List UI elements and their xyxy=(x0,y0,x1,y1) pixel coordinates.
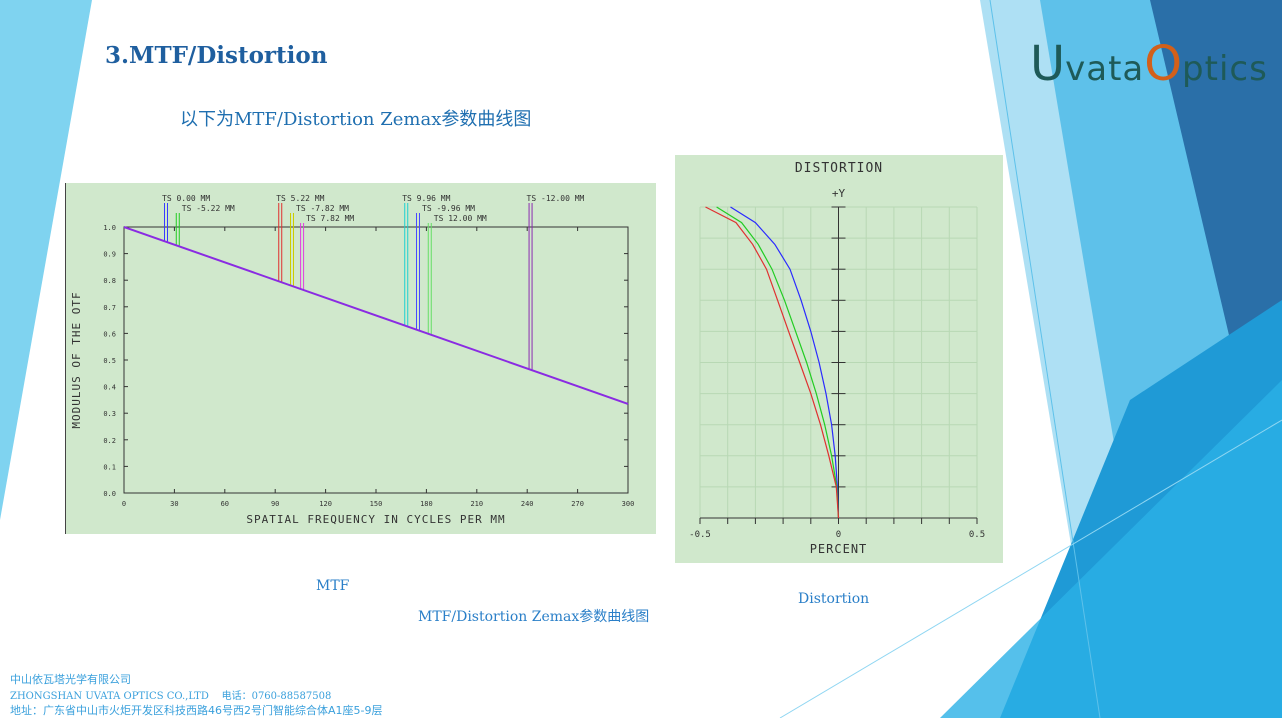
mtf-x-tick-label: 30 xyxy=(170,500,178,508)
distortion-chart: DISTORTION +Y -0.5 0 0.5 PERCENT xyxy=(689,161,985,556)
mtf-x-tick-label: 210 xyxy=(470,500,483,508)
logo-initial-u: U xyxy=(1030,36,1066,92)
distortion-x-axis-label: PERCENT xyxy=(810,542,868,556)
mtf-field-marker-label: TS -12.00 MM xyxy=(527,194,585,203)
footer-address: 地址：广东省中山市火炬开发区科技西路46号西2号门智能综合体A1座5-9层 xyxy=(10,704,383,717)
mtf-field-marker-label: TS 9.96 MM xyxy=(402,194,450,203)
mtf-plot-frame xyxy=(123,226,629,494)
mtf-chart: 0 30 60 90 120 150 180 210 240 270 300 0.0 0.1 0.2 0.3… xyxy=(70,194,635,526)
mtf-field-marker-label: TS -7.82 MM xyxy=(296,204,349,213)
mtf-x-tick-label: 90 xyxy=(271,500,279,508)
mtf-x-tick-label: 180 xyxy=(420,500,433,508)
bottom-accent-shape xyxy=(940,380,1282,718)
mtf-x-tick-label: 270 xyxy=(571,500,584,508)
distortion-x-tick-label: -0.5 xyxy=(689,530,711,540)
mtf-y-tick-label: 0.2 xyxy=(103,437,116,445)
mtf-y-tick-label: 0.9 xyxy=(103,251,116,259)
logo-text-ptics: ptics xyxy=(1182,49,1268,89)
footer-company-cn: 中山依瓦塔光学有限公司 xyxy=(10,673,131,686)
mtf-x-tick-label: 150 xyxy=(370,500,383,508)
mtf-field-marker-label: TS 5.22 MM xyxy=(276,194,324,203)
mtf-x-axis-label: SPATIAL FREQUENCY IN CYCLES PER MM xyxy=(246,513,505,526)
mtf-y-tick-label: 0.3 xyxy=(103,410,116,418)
mtf-y-tick-label: 0.0 xyxy=(103,490,116,498)
distortion-series-line xyxy=(730,206,840,519)
mtf-field-marker-label: TS -5.22 MM xyxy=(182,204,235,213)
mtf-y-tick-label: 1.0 xyxy=(103,224,116,232)
footer-company-en-phone: ZHONGSHAN UVATA OPTICS CO.,LTD 电话：0760-8… xyxy=(10,687,331,702)
distortion-caption: Distortion xyxy=(798,591,870,607)
mtf-y-tick-label: 0.5 xyxy=(103,357,116,365)
mtf-series-line xyxy=(123,226,629,405)
page-subtitle: 以下为MTF/Distortion Zemax参数曲线图 xyxy=(180,109,532,130)
mtf-x-tick-label: 240 xyxy=(521,500,534,508)
distortion-x-tick-label: 0.5 xyxy=(969,530,985,540)
logo-text-vata: vata xyxy=(1065,49,1145,89)
distortion-series-line xyxy=(716,206,840,519)
mtf-x-tick-label: 300 xyxy=(622,500,635,508)
mtf-y-tick-label: 0.4 xyxy=(103,384,116,392)
footer-phone: 电话：0760-88587508 xyxy=(221,691,332,702)
mtf-y-tick-label: 0.7 xyxy=(103,304,116,312)
mtf-y-tick-label: 0.6 xyxy=(103,330,116,338)
distortion-y-axis-label: +Y xyxy=(832,187,846,200)
mtf-x-tick-label: 60 xyxy=(221,500,229,508)
page-title: 3.MTF/Distortion xyxy=(105,42,328,69)
distortion-chart-panel: DISTORTION +Y -0.5 0 0.5 PERCENT xyxy=(675,155,1003,563)
mtf-y-tick-label: 0.1 xyxy=(103,463,116,471)
distortion-title: DISTORTION xyxy=(795,161,883,176)
mtf-y-axis-label: MODULUS OF THE OTF xyxy=(70,291,83,428)
mtf-caption: MTF xyxy=(316,578,350,594)
footer-company-en: ZHONGSHAN UVATA OPTICS CO.,LTD xyxy=(10,691,209,702)
mtf-x-tick-label: 120 xyxy=(319,500,332,508)
figure-caption: MTF/Distortion Zemax参数曲线图 xyxy=(418,609,650,625)
mtf-field-marker-label: TS -9.96 MM xyxy=(422,204,475,213)
company-logo: UvataOptics xyxy=(1030,36,1268,92)
mtf-y-tick-label: 0.8 xyxy=(103,277,116,285)
distortion-series-line xyxy=(705,206,840,519)
mtf-chart-panel: 0 30 60 90 120 150 180 210 240 270 300 0.0 0.1 0.2 0.3… xyxy=(65,183,656,534)
mtf-x-tick-label: 0 xyxy=(122,500,126,508)
mtf-field-marker-label: TS 7.82 MM xyxy=(306,214,354,223)
mtf-field-marker-label: TS 0.00 MM xyxy=(162,194,210,203)
thin-decor-line-2 xyxy=(779,419,1282,718)
left-accent-shape xyxy=(0,0,92,520)
mtf-field-marker-label: TS 12.00 MM xyxy=(434,214,487,223)
thin-decor-line xyxy=(989,0,1101,718)
distortion-x-tick-label: 0 xyxy=(836,530,841,540)
logo-initial-o: O xyxy=(1144,36,1183,92)
